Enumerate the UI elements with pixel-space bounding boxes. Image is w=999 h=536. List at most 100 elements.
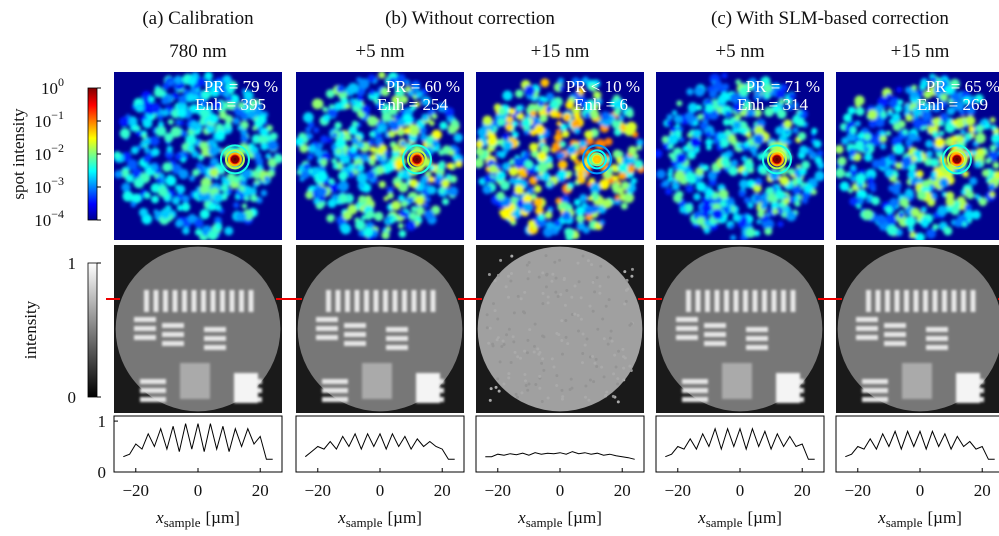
colorbar-tick-label: 10−2 <box>34 141 64 164</box>
speckle <box>960 129 966 135</box>
speckle <box>570 153 577 161</box>
bar-pattern <box>153 290 159 312</box>
speckle <box>931 117 940 126</box>
speckle <box>571 77 581 86</box>
grain <box>558 258 562 262</box>
speckle <box>339 154 350 165</box>
speckle <box>887 110 894 117</box>
speckle <box>516 105 522 111</box>
speckle <box>215 123 224 132</box>
profile-line <box>123 423 273 460</box>
speckle <box>667 171 673 177</box>
speckle <box>613 128 622 137</box>
bar-pattern <box>239 290 244 312</box>
grain <box>552 365 556 369</box>
speckle <box>760 167 768 176</box>
speckle <box>748 109 756 117</box>
speckle <box>626 164 636 174</box>
speckle <box>483 174 492 184</box>
speckle <box>455 160 463 168</box>
bar-pattern <box>392 290 398 312</box>
speckle <box>749 77 757 86</box>
bar-pattern <box>430 290 436 312</box>
speckle <box>135 130 142 137</box>
speckle <box>383 196 389 202</box>
x-label-sub: sample <box>706 515 743 530</box>
grain <box>537 352 541 356</box>
x-tick-label: 0 <box>916 481 925 500</box>
speckle <box>730 234 737 240</box>
speckle <box>400 140 406 146</box>
x-tick-label: 0 <box>736 481 745 500</box>
speckle <box>863 133 872 141</box>
speckle <box>155 125 167 137</box>
speckle <box>235 189 241 195</box>
speckle <box>930 76 937 84</box>
speckle <box>189 104 200 114</box>
speckle <box>415 206 425 216</box>
speckle <box>741 128 748 135</box>
grain <box>565 289 569 293</box>
profile-line <box>485 451 635 460</box>
speckle <box>535 174 542 181</box>
speckle <box>921 119 929 127</box>
speckle <box>373 92 380 99</box>
speckle <box>398 230 407 238</box>
speckle <box>571 107 578 114</box>
speckle <box>573 198 581 206</box>
speckle <box>907 170 917 180</box>
speckle <box>946 106 956 116</box>
x-tick-label: −20 <box>122 481 149 500</box>
spot-ring <box>227 152 242 167</box>
speckle <box>144 137 152 145</box>
speckle <box>836 168 846 179</box>
speckle <box>667 176 673 182</box>
speckle <box>178 94 187 104</box>
speckle <box>912 118 924 129</box>
speckle <box>184 93 195 103</box>
grain <box>626 287 630 291</box>
speckle <box>708 109 719 121</box>
speckle <box>189 120 200 131</box>
speckle <box>446 162 453 169</box>
speckle <box>574 158 580 165</box>
speckle <box>335 137 346 149</box>
grain <box>555 374 559 378</box>
speckle <box>250 194 258 203</box>
grain <box>507 295 511 299</box>
speckle <box>379 160 386 166</box>
bar-pattern <box>191 290 197 312</box>
grain <box>526 338 530 342</box>
speckle <box>759 212 765 218</box>
grain <box>587 398 591 402</box>
grain <box>540 361 544 365</box>
spot <box>219 144 250 175</box>
annotation: Enh = 269 <box>917 95 988 114</box>
grain <box>594 357 598 361</box>
speckle <box>541 172 551 182</box>
speckle <box>240 134 249 143</box>
speckle <box>708 178 717 187</box>
speckle <box>898 211 905 219</box>
speckle <box>770 201 779 210</box>
speckle <box>989 191 996 198</box>
bar-pattern <box>695 290 701 312</box>
speckle <box>356 172 368 184</box>
speckle <box>752 108 762 118</box>
bar-pattern <box>771 290 777 312</box>
speckle <box>362 153 370 161</box>
speckle <box>761 76 771 86</box>
annotation: PR = 65 % <box>926 77 999 96</box>
grain <box>538 374 542 378</box>
grain <box>534 383 538 387</box>
grain <box>541 334 545 338</box>
panel-title: 780 nm <box>169 41 227 62</box>
speckle <box>336 84 345 93</box>
bar-pattern <box>344 323 366 328</box>
speckle <box>884 169 894 178</box>
speckle <box>196 76 206 87</box>
grain <box>550 279 554 283</box>
speckle <box>135 103 145 113</box>
x-label-unit: [µm] <box>748 508 782 527</box>
speckle <box>925 139 934 149</box>
